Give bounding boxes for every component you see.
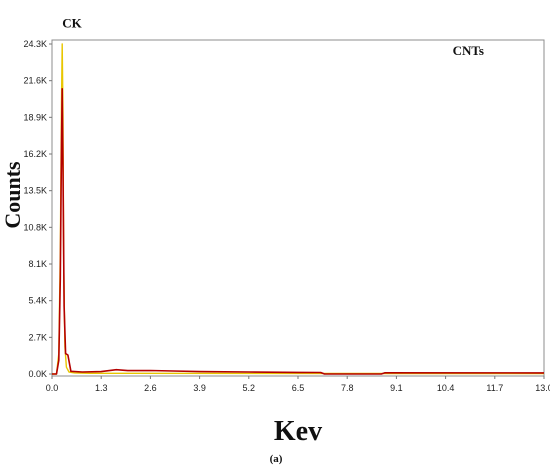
- y-tick-label: 8.1K: [28, 259, 47, 269]
- x-tick-label: 9.1: [390, 383, 403, 393]
- x-tick-label: 5.2: [243, 383, 256, 393]
- x-axis-ticks: 0.0 1.3 2.6 3.9 5.2 6.5 7.8 9.1 10.4 11.7 13.0: [46, 376, 550, 393]
- y-tick-label: 24.3K: [23, 39, 47, 49]
- x-axis-label: Kev: [274, 416, 322, 447]
- x-tick-label: 2.6: [144, 383, 157, 393]
- panel-label: (a): [270, 453, 283, 465]
- y-axis-label: Counts: [0, 161, 25, 229]
- y-tick-label: 18.9K: [23, 112, 47, 122]
- x-tick-label: 13.0: [535, 383, 550, 393]
- y-tick-label: 0.0K: [28, 369, 47, 379]
- annotation-layer: CK CNTs: [62, 16, 484, 58]
- chart-annotation: CK: [62, 16, 82, 31]
- x-tick-label: 6.5: [292, 383, 305, 393]
- x-tick-label: 1.3: [95, 383, 108, 393]
- plot-frame: [51, 39, 545, 377]
- spectrum-series-line: [52, 88, 545, 375]
- chart-annotation: CNTs: [453, 43, 484, 58]
- series-layer: [52, 43, 545, 375]
- y-tick-label: 5.4K: [28, 296, 47, 306]
- y-tick-label: 13.5K: [23, 186, 47, 196]
- x-tick-label: 11.7: [486, 383, 503, 393]
- x-tick-label: 7.8: [341, 383, 354, 393]
- y-tick-label: 2.7K: [28, 332, 47, 342]
- x-tick-label: 0.0: [46, 383, 59, 393]
- y-tick-label: 21.6K: [23, 76, 47, 86]
- x-tick-label: 3.9: [193, 383, 206, 393]
- y-axis-ticks: 0.0K 2.7K 5.4K 8.1K 10.8K 13.5K 16.2K 18.9K 21.6…: [23, 39, 52, 379]
- x-tick-label: 10.4: [437, 383, 455, 393]
- y-tick-label: 16.2K: [23, 149, 47, 159]
- y-tick-label: 10.8K: [23, 222, 47, 232]
